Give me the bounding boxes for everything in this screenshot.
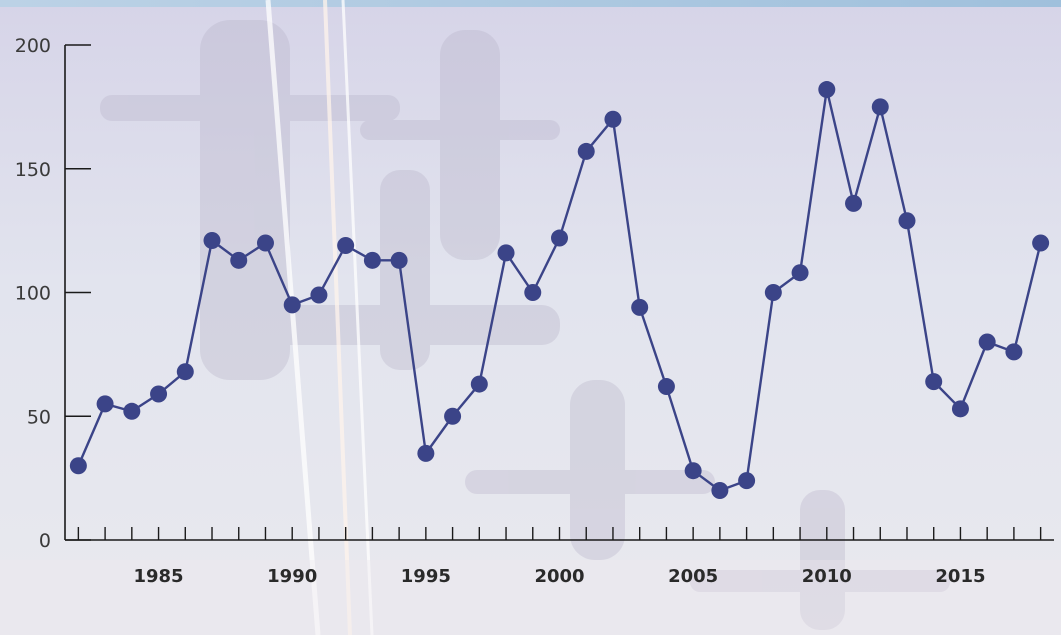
data-point-2011 [845, 194, 863, 212]
data-point-1986 [176, 363, 194, 381]
data-point-1992 [337, 236, 355, 254]
data-point-2018 [1032, 234, 1050, 252]
y-axis-ticks: 0 50 100 150 200 [15, 35, 91, 552]
data-point-1999 [524, 284, 542, 301]
data-point-1998 [497, 244, 515, 262]
x-tick-label: 1995 [401, 566, 451, 587]
data-point-1985 [150, 385, 168, 403]
x-tick-label: 2015 [935, 566, 985, 587]
y-tick-label: 100 [15, 283, 51, 305]
data-point-2014 [925, 373, 943, 391]
data-point-2003 [631, 298, 649, 316]
data-point-1994 [390, 251, 408, 269]
data-point-1984 [123, 402, 141, 420]
data-point-2015 [951, 400, 969, 418]
y-tick-label: 150 [15, 159, 51, 181]
x-axis-ticks: 1985 1990 1995 2000 2005 2010 2015 [77, 527, 1042, 587]
data-point-2017 [1005, 343, 1023, 361]
data-point-2007 [738, 472, 756, 490]
data-point-1996 [444, 407, 462, 425]
x-tick-label: 1990 [267, 566, 317, 587]
data-point-1995 [417, 444, 435, 462]
x-tick-label: 2010 [802, 566, 852, 587]
data-point-2005 [684, 462, 702, 480]
series-group [69, 81, 1050, 499]
data-point-1993 [363, 251, 381, 269]
y-tick-label: 200 [15, 35, 51, 57]
data-point-2012 [871, 98, 889, 116]
data-point-2009 [791, 264, 809, 282]
x-tick-label: 2000 [534, 566, 584, 587]
data-point-1983 [96, 395, 114, 413]
data-point-2001 [577, 142, 595, 160]
y-tick-label: 50 [27, 406, 51, 428]
data-point-1990 [283, 296, 301, 314]
data-point-2002 [604, 110, 622, 128]
data-point-2013 [898, 212, 916, 230]
data-point-1988 [230, 251, 248, 269]
data-point-1982 [69, 457, 87, 475]
data-point-1997 [470, 375, 488, 393]
data-point-2008 [764, 284, 782, 301]
x-tick-label: 2005 [668, 566, 718, 587]
x-tick-label: 1985 [133, 566, 183, 587]
data-point-1987 [203, 232, 221, 250]
data-point-2010 [818, 81, 836, 99]
data-point-2016 [978, 333, 996, 351]
data-point-2006 [711, 482, 729, 499]
data-point-2004 [657, 378, 675, 396]
data-point-1991 [310, 286, 328, 304]
data-point-1989 [256, 234, 274, 252]
data-point-2000 [551, 229, 568, 247]
y-tick-label: 0 [39, 530, 51, 552]
